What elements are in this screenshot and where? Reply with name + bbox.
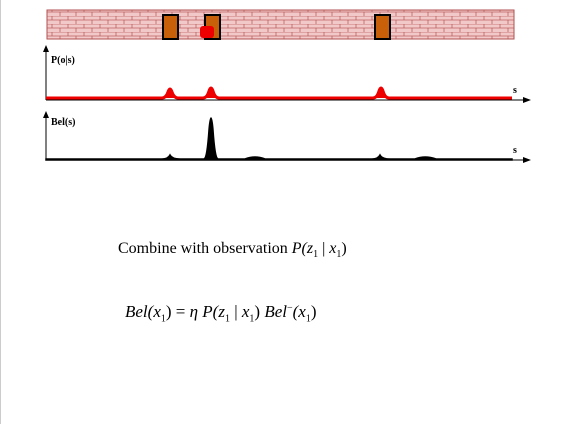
equation-part: ): [311, 302, 317, 321]
formula: P(z: [292, 240, 313, 257]
y-label: P(o|s): [51, 55, 75, 66]
formula: ): [341, 240, 346, 257]
equation-part: Bel(x: [125, 302, 161, 321]
equation-part: P(z: [198, 302, 225, 321]
equation-part: Bel: [264, 302, 287, 321]
x-label: s: [513, 85, 517, 96]
door: [375, 15, 390, 39]
observation-curve: [46, 88, 512, 98]
arrow: [43, 111, 49, 118]
equation-part: η: [190, 302, 198, 321]
x-label: s: [513, 145, 517, 156]
arrow: [523, 97, 531, 103]
equation-part: |: [230, 302, 242, 321]
page: P(o|s) s Bel(s) s Combine with observati…: [0, 0, 561, 424]
formula: |: [318, 240, 329, 257]
arrow: [43, 45, 49, 52]
arrow: [523, 157, 531, 163]
robot: [200, 26, 214, 38]
equation-part: ) =: [166, 302, 190, 321]
belief-curve: [46, 118, 512, 160]
diagram: P(o|s) s Bel(s) s: [0, 0, 561, 424]
wall: [47, 10, 514, 39]
door: [163, 15, 178, 39]
caption-text: Combine with observation: [118, 240, 288, 257]
y-label: Bel(s): [51, 117, 75, 128]
equation-part: ): [254, 302, 264, 321]
caption: Combine with observation P(z1 | x1): [118, 240, 347, 260]
equation-part: (x: [293, 302, 306, 321]
equation: Bel(x1) = η P(z1 | x1) Bel−(x1): [125, 302, 317, 324]
